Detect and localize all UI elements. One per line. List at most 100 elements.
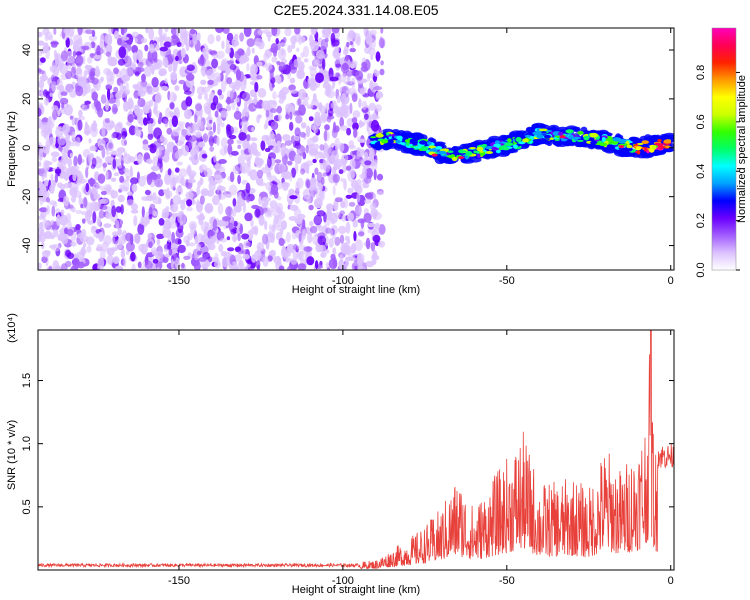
noise-blob [181,262,185,269]
noise-blob [133,215,138,227]
noise-blob [230,228,237,235]
noise-blob [208,230,215,237]
colorbar-frame [711,27,737,271]
noise-blob [372,234,381,243]
noise-blob [183,90,192,95]
signal-core [522,138,529,143]
noise-blob [118,46,127,59]
noise-blob [237,233,241,242]
noise-blob [293,243,298,251]
noise-blob [188,242,196,247]
noise-blob [136,49,144,61]
noise-blob [326,203,334,211]
noise-blob [120,248,126,259]
noise-blob [227,247,235,252]
noise-blob [84,100,91,105]
noise-blob [55,208,61,214]
noise-blob [140,37,147,44]
noise-blob [44,251,51,256]
noise-blob [251,254,257,263]
noise-blob [81,218,86,224]
noise-blob [69,141,78,147]
noise-blob [370,119,380,132]
noise-blob [241,179,248,185]
noise-blob [77,28,83,36]
noise-blob [373,86,383,91]
noise-blob [38,262,42,269]
noise-blob [374,222,381,230]
noise-blob [105,84,113,91]
noise-blob [194,236,199,245]
noise-blob [147,123,153,135]
colorbar-label: Normalized spectral amplitude [736,75,748,223]
noise-blob [85,182,90,193]
noise-blob [60,263,68,270]
noise-blob [120,204,124,215]
noise-blob [50,179,56,190]
noise-blob [52,109,58,121]
noise-blob [118,164,123,169]
noise-blob [78,109,83,118]
noise-blob [279,42,287,47]
noise-blob [204,105,212,115]
noise-blob [253,225,259,236]
noise-blob [91,186,97,194]
noise-blob [162,228,172,238]
noise-blob [131,45,139,54]
noise-blob [51,43,58,48]
noise-blob [218,243,224,253]
noise-blob [190,173,195,178]
noise-blob [261,197,268,209]
signal-core [507,138,512,143]
noise-blob [269,200,278,209]
noise-blob [364,113,369,120]
noise-blob [66,56,75,64]
signal-core [612,137,622,142]
noise-blob [99,33,105,45]
signal-core [525,134,531,138]
noise-blob [75,224,81,230]
noise-blob [339,210,346,215]
noise-blob [293,135,300,142]
noise-blob [369,114,376,119]
noise-blob [359,88,366,96]
noise-blob [276,105,282,114]
noise-blob [126,199,135,207]
noise-blob [164,173,172,186]
noise-blob [376,191,385,196]
noise-blob [266,172,272,178]
noise-blob [101,241,109,252]
signal-core [651,145,657,150]
noise-blob [148,108,152,119]
noise-blob [277,257,281,267]
noise-blob [65,103,69,108]
noise-blob [46,197,50,203]
noise-blob [169,221,178,229]
noise-blob [356,148,365,157]
noise-blob [161,208,169,219]
noise-blob [284,139,292,146]
noise-blob [63,143,70,154]
noise-blob [237,144,242,149]
noise-blob [358,138,367,143]
noise-blob [63,28,71,34]
noise-blob [344,235,350,242]
noise-blob [91,225,96,231]
signal-core [459,150,467,153]
signal-core [636,146,642,150]
noise-blob [120,68,129,80]
noise-blob [283,171,292,180]
noise-blob [293,58,300,68]
noise-blob [157,119,162,125]
signal-core [577,131,584,135]
signal-core [657,139,662,142]
noise-blob [57,146,63,151]
noise-blob [257,29,264,35]
noise-blob [100,190,108,196]
noise-blob [204,92,208,101]
noise-blob [158,146,165,151]
noise-blob [159,112,163,120]
noise-blob [220,61,230,72]
noise-blob [113,172,120,177]
noise-blob [72,50,77,57]
